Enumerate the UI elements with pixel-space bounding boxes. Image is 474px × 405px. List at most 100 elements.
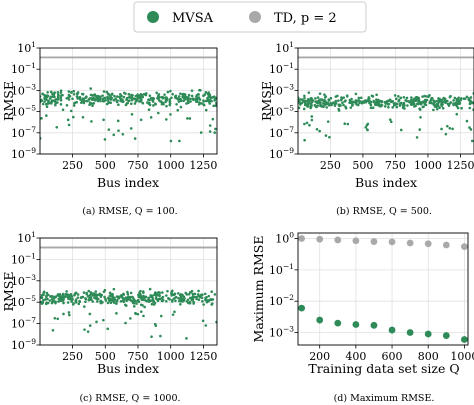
mvsa-point (115, 299, 119, 302)
mvsa-point (193, 295, 196, 299)
axes-frame (297, 232, 469, 346)
mvsa-point (379, 105, 383, 108)
y-tick-label: 10−7 (269, 125, 294, 140)
mvsa-point (165, 299, 168, 303)
td-max-point (370, 238, 378, 245)
mvsa-point (102, 90, 106, 93)
mvsa-point (418, 128, 422, 131)
td-max-point (442, 241, 450, 249)
mvsa-point (308, 123, 311, 127)
mvsa-point (187, 301, 190, 305)
mvsa-point (48, 97, 52, 100)
mvsa-point (112, 287, 116, 291)
mvsa-point (207, 94, 210, 98)
mvsa-point (314, 97, 317, 100)
mvsa-point (103, 96, 106, 100)
mvsa-point (445, 124, 449, 128)
mvsa-point (355, 100, 359, 103)
mvsa-point (306, 99, 309, 103)
mvsa-point (163, 93, 166, 96)
x-tick-label: 750 (127, 350, 148, 363)
mvsa-point (341, 101, 344, 105)
mvsa-point (199, 131, 203, 134)
mvsa-point (45, 102, 48, 106)
mvsa-point (46, 293, 50, 297)
mvsa-point (85, 292, 88, 296)
mvsa-point (83, 328, 86, 331)
mvsa-point (323, 103, 327, 107)
mvsa-point (159, 334, 162, 338)
legend-mvsa-label: MVSA (172, 11, 214, 26)
mvsa-point (214, 104, 217, 107)
mvsa-max-point (298, 304, 306, 312)
mvsa-point (132, 298, 136, 301)
mvsa-point (186, 98, 189, 102)
mvsa-point (203, 93, 207, 96)
mvsa-point (380, 100, 383, 104)
mvsa-max-point (388, 326, 396, 334)
mvsa-point (105, 90, 109, 94)
mvsa-point (56, 294, 59, 297)
mvsa-max-point (406, 329, 414, 336)
mvsa-point (89, 93, 93, 97)
mvsa-point (197, 298, 201, 302)
mvsa-point (458, 102, 462, 105)
mvsa-point (84, 297, 88, 301)
mvsa-point (153, 301, 157, 305)
mvsa-point (359, 96, 363, 100)
x-tick-label: 750 (127, 159, 148, 172)
y-tick-label: 10−3 (11, 273, 36, 288)
mvsa-point (151, 99, 154, 102)
mvsa-point (195, 100, 198, 103)
mvsa-max-point (370, 321, 378, 329)
x-tick-label: 250 (320, 159, 341, 172)
mvsa-point (173, 310, 176, 314)
mvsa-point (127, 96, 131, 99)
x-tick-label: 1250 (446, 159, 474, 172)
x-tick-label: 1000 (157, 159, 185, 172)
mvsa-point (371, 95, 375, 98)
mvsa-point (343, 122, 347, 126)
mvsa-point (391, 106, 394, 109)
mvsa-point (114, 97, 117, 101)
mvsa-point (152, 104, 155, 107)
mvsa-point (129, 127, 133, 130)
mvsa-point (181, 294, 184, 297)
mvsa-point (467, 98, 470, 101)
mvsa-point (51, 300, 55, 303)
mvsa-point (117, 103, 120, 107)
mvsa-point (181, 92, 185, 96)
mvsa-point (368, 101, 371, 105)
mvsa-point (329, 96, 333, 100)
mvsa-point (409, 98, 413, 102)
mvsa-point (135, 98, 139, 102)
mvsa-point (49, 90, 53, 94)
mvsa-point (88, 324, 92, 327)
mvsa-point (51, 92, 54, 96)
mvsa-point (189, 100, 192, 103)
mvsa-point (45, 98, 48, 102)
mvsa-point (164, 99, 168, 102)
mvsa-point (195, 295, 198, 299)
mvsa-point (176, 108, 180, 112)
mvsa-point (177, 296, 180, 300)
mvsa-point (421, 95, 424, 98)
mvsa-point (153, 291, 157, 294)
mvsa-point (75, 92, 79, 95)
mvsa-point (300, 98, 304, 101)
mvsa-point (161, 291, 164, 294)
mvsa-point (179, 92, 182, 95)
mvsa-point (66, 301, 70, 304)
mvsa-point (89, 298, 92, 301)
x-tick-label: 500 (352, 159, 373, 172)
mvsa-point (139, 310, 143, 313)
mvsa-point (444, 101, 447, 105)
mvsa-point (453, 96, 457, 100)
td-max-point (316, 235, 324, 243)
panel-d: 200 400 600 800 1000 10−3 10−2 10−1 100 Training … (251, 231, 474, 404)
mvsa-point (366, 128, 369, 132)
mvsa-point (46, 90, 49, 94)
mvsa-point (436, 104, 440, 108)
mvsa-point (407, 99, 410, 103)
mvsa-point (171, 313, 175, 316)
